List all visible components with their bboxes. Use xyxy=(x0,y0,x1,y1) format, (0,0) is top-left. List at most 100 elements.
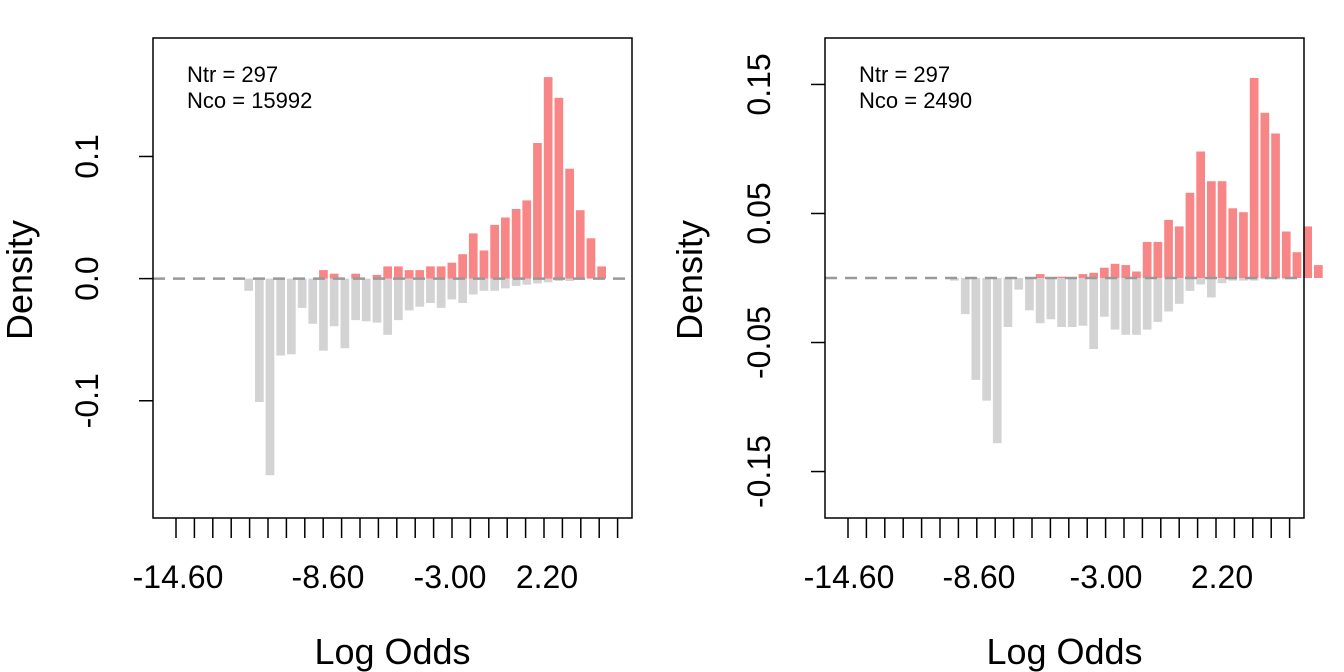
treated-bar xyxy=(1292,252,1302,278)
y-tick-label: 0.05 xyxy=(741,182,777,244)
treated-bar xyxy=(319,270,328,279)
control-bar xyxy=(297,278,307,308)
control-bar xyxy=(479,278,489,291)
control-bar xyxy=(329,278,339,327)
y-axis-title: Density xyxy=(0,220,40,340)
control-bar xyxy=(533,278,542,284)
control-bar xyxy=(308,278,318,324)
control-bar xyxy=(1228,278,1238,281)
control-bar xyxy=(1153,278,1163,322)
treated-bar xyxy=(1132,271,1141,278)
chart-panel-2: 0.15 0.05 -0.05 -0.15 -14.60 -8.60 -3.00 2.20 Lo… xyxy=(669,37,1323,672)
control-bar xyxy=(426,278,435,303)
control-bar xyxy=(340,278,350,349)
control-bar xyxy=(992,278,1002,444)
control-bar xyxy=(1132,278,1141,335)
control-bar xyxy=(1196,278,1205,285)
control-bar xyxy=(1121,278,1131,335)
control-bar xyxy=(982,278,991,401)
treated-bar xyxy=(490,224,499,279)
control-bar xyxy=(1089,278,1098,349)
nco-annotation: Nco = 2490 xyxy=(859,88,972,113)
treated-bar xyxy=(436,266,446,279)
y-tick-label: -0.15 xyxy=(741,435,777,508)
control-bar xyxy=(543,278,553,283)
treated-bar xyxy=(1207,181,1216,278)
control-bar xyxy=(1014,278,1024,290)
treated-bar xyxy=(1078,274,1088,278)
control-bar xyxy=(1003,278,1013,327)
treated-bar xyxy=(329,273,339,279)
control-bar xyxy=(319,278,328,351)
control-bar xyxy=(490,278,499,291)
plot-frame xyxy=(824,37,1305,519)
control-bar xyxy=(458,278,467,303)
treated-bar xyxy=(404,270,414,279)
treated-bar xyxy=(554,97,564,279)
control-bar xyxy=(287,278,296,355)
control-bar xyxy=(436,278,446,308)
x-tick-label: -8.60 xyxy=(292,559,365,595)
treated-bar xyxy=(1164,219,1173,278)
treated-bar xyxy=(543,77,553,279)
ntr-annotation: Ntr = 297 xyxy=(187,62,278,87)
y-tick-label: 0.15 xyxy=(741,53,777,115)
x-tick-label: 2.20 xyxy=(1191,559,1253,595)
treated-bar xyxy=(1121,265,1131,278)
treated-bar xyxy=(597,266,606,279)
control-bar xyxy=(361,278,371,322)
control-bar xyxy=(1057,278,1066,327)
control-bar xyxy=(415,278,425,307)
x-tick-label: -14.60 xyxy=(133,559,224,595)
x-tick-label: -14.60 xyxy=(804,559,895,595)
nco-annotation: Nco = 15992 xyxy=(187,88,312,113)
control-bar xyxy=(351,278,360,321)
treated-bar xyxy=(565,168,574,279)
treated-bar xyxy=(372,274,382,279)
control-bar xyxy=(1078,278,1088,326)
treated-bar xyxy=(533,143,542,279)
control-bar xyxy=(394,278,403,321)
treated-bar xyxy=(586,238,596,279)
treated-bar xyxy=(1174,226,1184,278)
control-bar xyxy=(1174,278,1184,304)
control-bar xyxy=(1025,278,1034,311)
control-bar xyxy=(1185,278,1195,291)
treated-bar xyxy=(1057,276,1066,278)
treated-bar xyxy=(426,266,435,279)
control-bar xyxy=(383,278,392,335)
control-bar xyxy=(1217,278,1227,284)
x-tick-label: 2.20 xyxy=(516,559,578,595)
y-tick-label: 0.1 xyxy=(69,134,105,178)
treated-bar xyxy=(479,250,489,279)
treated-bar xyxy=(1260,112,1270,278)
treated-bar xyxy=(1142,241,1152,278)
y-tick-label: 0.0 xyxy=(69,256,105,300)
treated-bar xyxy=(1228,208,1238,278)
ntr-annotation: Ntr = 297 xyxy=(859,62,950,87)
treated-bar xyxy=(1314,265,1323,278)
control-bar xyxy=(404,278,414,311)
treated-bar xyxy=(415,270,425,279)
treated-bar xyxy=(351,273,360,279)
y-tick-label: -0.05 xyxy=(741,306,777,379)
chart-panel-1: 0.1 0.0 -0.1 -14.60 -8.60 -3.00 2.20 Log Odds De… xyxy=(0,37,633,672)
control-bar xyxy=(372,278,382,323)
control-bar xyxy=(1207,278,1216,298)
x-tick-label: -3.00 xyxy=(414,559,487,595)
control-bar xyxy=(1046,278,1056,320)
control-bar xyxy=(1035,278,1045,324)
control-bar xyxy=(1249,278,1259,281)
treated-bar xyxy=(575,210,585,279)
control-bar xyxy=(960,278,970,315)
control-bar xyxy=(511,278,521,286)
treated-bar xyxy=(1100,267,1109,278)
control-bar xyxy=(447,278,457,300)
treated-bar xyxy=(1196,151,1205,278)
control-bar xyxy=(1239,278,1248,281)
x-tick-label: -3.00 xyxy=(1070,559,1143,595)
treated-bar xyxy=(501,217,510,279)
x-axis-title: Log Odds xyxy=(986,631,1142,672)
control-bar xyxy=(501,278,510,289)
